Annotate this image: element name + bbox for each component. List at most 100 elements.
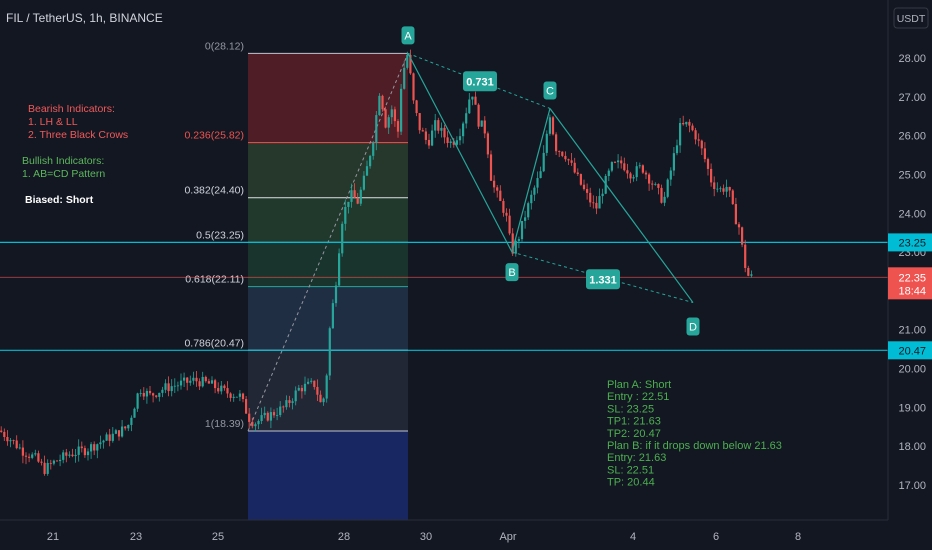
candle-body [390, 109, 393, 118]
candle-body [93, 444, 96, 451]
y-tick-label: 17.00 [898, 480, 926, 492]
candle-body [620, 160, 623, 164]
candle-body [396, 121, 400, 132]
price-axis[interactable]: 17.0018.0019.0020.0021.0022.0023.0024.00… [887, 0, 932, 550]
candle-body [713, 182, 716, 190]
candle-body [635, 166, 638, 178]
fib-label-0.5: 0.5(23.25) [196, 229, 244, 241]
candle-body [697, 139, 700, 141]
plan-line: Plan B: if it drops down below 21.63 [607, 440, 782, 452]
bearish-item: 1. LH & LL [28, 116, 78, 128]
candle-body [263, 412, 266, 416]
plan-line: TP1: 21.63 [607, 416, 661, 428]
candle-body [725, 186, 728, 192]
candle-body [226, 388, 229, 394]
candle-body [700, 140, 703, 149]
candle-body [502, 200, 505, 213]
candle-body [542, 152, 545, 172]
candle-body [90, 444, 93, 452]
candle-body [607, 170, 610, 176]
candle-body [52, 460, 55, 464]
fibonacci-retracement[interactable]: 0(28.12) 0.236(25.82) 0.382(24.40) 0.5(23.2… [184, 40, 409, 520]
candle-body [601, 193, 604, 197]
candle-body [706, 159, 710, 169]
candle-body [99, 442, 102, 445]
pattern-leg-CD [549, 108, 694, 303]
candle-body [728, 186, 731, 191]
candle-body [152, 393, 155, 396]
candle-body [734, 204, 737, 225]
pattern-leg-AB [407, 53, 513, 253]
candle-body [344, 206, 347, 224]
candle-body [660, 187, 663, 203]
candle-body [80, 446, 83, 449]
candle-body [71, 454, 74, 457]
y-tick-label: 18.00 [898, 441, 926, 453]
candle-body [0, 430, 3, 432]
candle-body [127, 424, 130, 429]
candle-body [6, 437, 9, 442]
candle-body [446, 137, 449, 144]
candle-body [40, 461, 43, 463]
fib-zone-0 [248, 53, 408, 143]
currency-button[interactable] [893, 7, 929, 29]
candle-body [136, 393, 139, 409]
candle-body [440, 127, 443, 131]
currency-label: USDT [897, 13, 926, 25]
candle-body [710, 168, 713, 183]
candle-body [465, 113, 468, 124]
candle-body [232, 396, 235, 398]
pattern-point-D-badge [686, 317, 700, 336]
annotation-text[interactable]: Bearish Indicators:1. LH & LL2. Three Bl… [22, 103, 128, 206]
symbol-title[interactable]: FIL / TetherUS, 1h, BINANCE [6, 11, 163, 25]
candle-body [3, 431, 6, 438]
candle-body [626, 170, 629, 174]
fib-zone-1 [248, 431, 408, 520]
candle-body [195, 377, 198, 382]
candle-body [511, 233, 514, 254]
y-tick-label: 28.00 [898, 53, 926, 65]
candle-body [449, 141, 452, 144]
fib-label-0.618: 0.618(22.11) [185, 274, 244, 286]
candle-body [737, 224, 741, 228]
bearish-item: 2. Three Black Crows [28, 129, 128, 141]
abcd-pattern[interactable]: A B C D 0.731 1.331 [401, 26, 700, 336]
candle-body [372, 142, 375, 156]
candle-body [452, 141, 455, 145]
candle-body [282, 406, 285, 408]
candle-body [34, 453, 37, 455]
candle-body [220, 385, 223, 392]
ratio-label-1.331: 1.331 [589, 274, 617, 286]
fib-label-0.382: 0.382(24.40) [184, 185, 244, 197]
candle-body [241, 393, 245, 400]
candle-body [37, 453, 40, 462]
candle-body [530, 194, 533, 204]
candle-body [313, 380, 316, 387]
candle-body [496, 187, 499, 191]
y-tick-label: 25.00 [898, 169, 926, 181]
plan-line: Plan A: Short [607, 379, 671, 391]
candle-body [297, 387, 300, 391]
candle-body [613, 162, 617, 163]
candle-body [536, 178, 539, 188]
candle-body [294, 390, 297, 402]
candle-body [384, 109, 387, 128]
candle-body [455, 140, 458, 145]
candle-body [198, 381, 201, 387]
candle-body [434, 120, 437, 131]
bearish-title: Bearish Indicators: [28, 103, 115, 115]
candle-body [319, 394, 322, 403]
bias-label: Biased: Short [25, 194, 94, 206]
candle-body [567, 159, 570, 161]
price-tag-label: 23.25 [898, 237, 926, 249]
candle-body [31, 454, 34, 458]
candle-body [207, 381, 210, 384]
candle-body [28, 456, 31, 458]
candle-body [462, 123, 465, 137]
candle-body [675, 145, 679, 154]
candle-body [564, 155, 567, 160]
time-axis[interactable]: 21 23 25 28 30 Apr 4 6 8 [0, 519, 888, 543]
